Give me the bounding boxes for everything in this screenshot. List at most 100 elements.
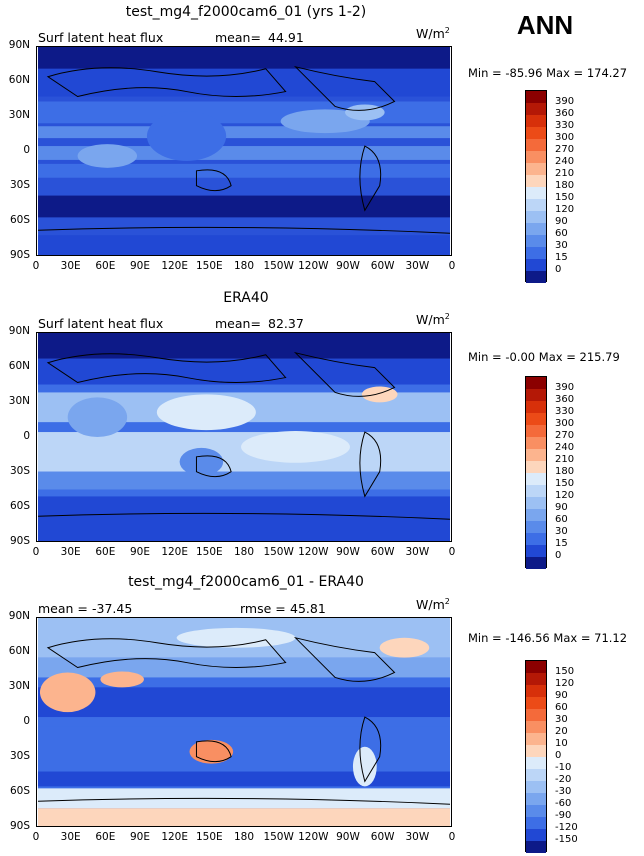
colorbar-level-label: 330 xyxy=(555,406,575,417)
colorbar-swatches xyxy=(525,660,547,853)
panel-2-mean-label: mean= xyxy=(215,316,261,331)
lon-tick-label: 120E xyxy=(161,546,188,558)
colorbar-level-label: 240 xyxy=(555,442,575,453)
colorbar-level-label: 120 xyxy=(555,490,575,501)
lat-tick-label: 60N xyxy=(8,360,30,372)
colorbar-level-label: -120 xyxy=(555,822,578,833)
lat-tick-label: 0 xyxy=(23,430,30,442)
lon-tick-label: 30W xyxy=(405,831,430,843)
lon-tick-label: 90W xyxy=(336,831,360,843)
colorbar-swatch xyxy=(526,91,546,103)
colorbar-swatch xyxy=(526,721,546,733)
lon-tick-label: 0 xyxy=(32,831,40,843)
colorbar-swatch xyxy=(526,437,546,449)
colorbar-swatch xyxy=(526,805,546,817)
panel-1-variable: Surf latent heat flux xyxy=(38,30,164,45)
lat-tick-label: 60S xyxy=(9,785,30,797)
lat-tick-label: 0 xyxy=(23,715,30,727)
colorbar-swatch xyxy=(526,377,546,389)
colorbar-level-label: 330 xyxy=(555,120,575,131)
colorbar-swatch xyxy=(526,389,546,401)
colorbar-swatch xyxy=(526,673,546,685)
panel-1-mean-value: 44.91 xyxy=(268,30,304,45)
colorbar-level-label: 60 xyxy=(555,228,568,239)
panel-2-title: ERA40 xyxy=(223,290,269,306)
lat-tick-label: 90S xyxy=(9,535,30,547)
min-value: -0.00 xyxy=(505,350,536,364)
lon-tick-label: 0 xyxy=(32,260,40,272)
colorbar-swatch xyxy=(526,211,546,223)
lon-tick-label: 150W xyxy=(263,831,294,843)
panel-2-map xyxy=(36,332,452,542)
panel-1-minmax: Min = -85.96 Max = 174.27 xyxy=(468,66,627,80)
lat-tick-label: 60N xyxy=(8,74,30,86)
colorbar-level-label: 390 xyxy=(555,382,575,393)
lat-tick-label: 30S xyxy=(9,750,30,762)
colorbar-swatch xyxy=(526,271,546,283)
colorbar-level-label: 270 xyxy=(555,144,575,155)
colorbar-swatch xyxy=(526,199,546,211)
units-exponent: 2 xyxy=(444,26,450,35)
panel-3-map-svg xyxy=(37,618,451,826)
colorbar-level-label: 210 xyxy=(555,168,575,179)
units-exponent: 2 xyxy=(444,597,450,606)
lon-tick-label: 60W xyxy=(370,546,395,558)
panel-3-mean-label: mean = xyxy=(38,601,88,616)
colorbar-level-label: 120 xyxy=(555,204,575,215)
lon-tick-label: 0 xyxy=(448,260,456,272)
colorbar-swatch xyxy=(526,509,546,521)
colorbar-level-label: 20 xyxy=(555,726,568,737)
panel-2-map-svg xyxy=(37,333,451,541)
colorbar-swatch xyxy=(526,103,546,115)
colorbar-level-label: -20 xyxy=(555,774,572,785)
lon-tick-label: 90E xyxy=(130,260,150,272)
lon-tick-label: 60W xyxy=(370,831,395,843)
colorbar-level-label: 180 xyxy=(555,466,575,477)
lon-tick-label: 120W xyxy=(298,260,329,272)
colorbar-level-label: -150 xyxy=(555,834,578,845)
min-value: -85.96 xyxy=(505,66,543,80)
colorbar-level-label: 30 xyxy=(555,240,568,251)
lat-tick-label: 60N xyxy=(8,645,30,657)
colorbar-swatch xyxy=(526,473,546,485)
min-label: Min = xyxy=(468,350,502,364)
colorbar-swatch xyxy=(526,769,546,781)
panel-3-title: test_mg4_f2000cam6_01 - ERA40 xyxy=(128,574,364,590)
colorbar-level-label: 60 xyxy=(555,514,568,525)
colorbar-level-label: -10 xyxy=(555,762,572,773)
lat-tick-label: 30N xyxy=(8,109,30,121)
colorbar-swatch xyxy=(526,841,546,853)
colorbar-swatch xyxy=(526,247,546,259)
colorbar-swatch xyxy=(526,829,546,841)
colorbar-level-label: 360 xyxy=(555,108,575,119)
colorbar-swatches xyxy=(525,90,547,283)
lon-tick-label: 0 xyxy=(32,546,40,558)
panel-2-mean-value: 82.37 xyxy=(268,316,304,331)
lon-tick-label: 90W xyxy=(336,260,360,272)
colorbar-swatch xyxy=(526,187,546,199)
lat-tick-label: 90N xyxy=(8,39,30,51)
colorbar-swatch xyxy=(526,127,546,139)
lon-tick-label: 30E xyxy=(60,831,81,843)
lon-tick-label: 30E xyxy=(60,546,81,558)
colorbar-level-label: 15 xyxy=(555,538,568,549)
panel-1-mean-label: mean= xyxy=(215,30,261,45)
colorbar-level-label: 90 xyxy=(555,216,568,227)
units-base: W/m xyxy=(416,26,445,42)
season-label: ANN xyxy=(516,10,574,40)
colorbar-level-label: 300 xyxy=(555,418,575,429)
lon-tick-label: 60W xyxy=(370,260,395,272)
panel-1-map xyxy=(36,46,452,256)
colorbar-swatch xyxy=(526,697,546,709)
panel-2-units: W/m2 xyxy=(416,312,450,327)
lon-tick-label: 150W xyxy=(263,546,294,558)
colorbar-swatches xyxy=(525,376,547,569)
lon-tick-label: 60E xyxy=(95,831,116,843)
colorbar-level-label: 0 xyxy=(555,750,562,761)
panel-3-map xyxy=(36,617,452,827)
lat-tick-label: 90S xyxy=(9,249,30,261)
lon-tick-label: 30W xyxy=(405,546,430,558)
colorbar-level-label: 10 xyxy=(555,738,568,749)
lat-tick-label: 30S xyxy=(9,179,30,191)
colorbar-swatch xyxy=(526,259,546,271)
